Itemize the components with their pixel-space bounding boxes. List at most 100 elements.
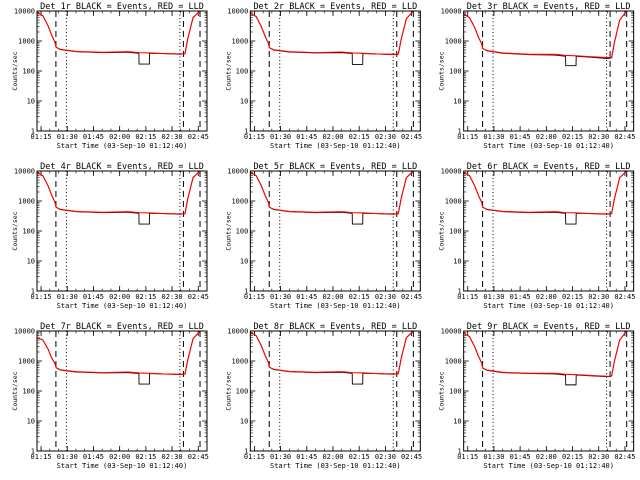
plot-frame: [463, 10, 635, 132]
y-axis-label: Counts/sec: [224, 211, 232, 250]
y-tick-label: 1000: [18, 198, 35, 206]
panel-det-7: Det 7r BLACK = Events, RED = LLD 1 10 100 10…: [11, 322, 209, 470]
y-tick-label: 10: [240, 98, 248, 106]
y-tick-label: 100: [449, 68, 462, 76]
y-tick-label: 1000: [231, 198, 248, 206]
x-tick-label: 01:45: [510, 293, 531, 301]
x-tick-label: 02:00: [109, 453, 130, 461]
x-tick-label: 02:00: [109, 293, 130, 301]
panel-det-4: Det 4r BLACK = Events, RED = LLD 1 10 100 10…: [11, 162, 209, 310]
plot-frame: [249, 170, 421, 292]
x-tick-label: 01:30: [270, 133, 291, 141]
x-tick-label: 02:00: [536, 453, 557, 461]
x-tick-label: 01:30: [57, 293, 78, 301]
panel-title: Det 3r BLACK = Events, RED = LLD: [467, 2, 631, 12]
plot-frame: [36, 170, 208, 292]
x-tick-label: 02:30: [162, 293, 183, 301]
y-tick-label: 1: [31, 448, 35, 456]
plot-frame: [463, 330, 635, 452]
y-axis-label: Counts/sec: [11, 371, 19, 410]
x-axis-label: Start Time (03-Sep-10 01:12:40): [57, 462, 188, 470]
y-tick-label: 10: [27, 258, 35, 266]
panel-det-1: Det 1r BLACK = Events, RED = LLD 1 10 100 10…: [11, 2, 209, 150]
x-tick-label: 02:30: [588, 133, 609, 141]
lld-series-line: [463, 170, 634, 215]
panel-title: Det 7r BLACK = Events, RED = LLD: [40, 322, 204, 332]
x-tick-label: 01:15: [244, 453, 265, 461]
x-axis-label: Start Time (03-Sep-10 01:12:40): [483, 142, 614, 150]
x-tick-label: 01:45: [296, 133, 317, 141]
x-tick-label: 02:30: [162, 133, 183, 141]
x-tick-label: 02:30: [588, 453, 609, 461]
events-series-line: [250, 170, 421, 225]
y-tick-label: 1: [31, 288, 35, 296]
y-tick-label: 10000: [14, 168, 35, 176]
x-tick-label: 01:30: [57, 453, 78, 461]
y-tick-label: 100: [22, 228, 35, 236]
x-tick-label: 02:00: [536, 293, 557, 301]
x-tick-label: 01:30: [57, 133, 78, 141]
x-tick-label: 01:45: [510, 133, 531, 141]
x-tick-label: 01:45: [83, 293, 104, 301]
y-tick-label: 10: [27, 418, 35, 426]
lld-series-line: [250, 330, 421, 375]
plot-frame: [249, 330, 421, 452]
y-tick-label: 1: [457, 448, 461, 456]
y-tick-label: 1000: [445, 198, 462, 206]
y-tick-label: 1: [31, 128, 35, 136]
y-axis-label: Counts/sec: [224, 51, 232, 90]
x-tick-label: 01:30: [270, 453, 291, 461]
lld-series-line: [36, 170, 207, 215]
x-tick-label: 02:30: [162, 453, 183, 461]
x-tick-label: 02:45: [188, 453, 209, 461]
y-axis-label: Counts/sec: [438, 371, 446, 410]
x-tick-label: 02:15: [135, 293, 156, 301]
y-tick-label: 1000: [231, 38, 248, 46]
y-axis-label: Counts/sec: [438, 51, 446, 90]
y-axis-label: Counts/sec: [11, 211, 19, 250]
y-axis-label: Counts/sec: [438, 211, 446, 250]
panel-title: Det 5r BLACK = Events, RED = LLD: [253, 162, 417, 172]
panel-title: Det 6r BLACK = Events, RED = LLD: [467, 162, 631, 172]
y-tick-label: 10000: [227, 328, 248, 336]
x-axis-label: Start Time (03-Sep-10 01:12:40): [270, 302, 401, 310]
x-tick-label: 02:00: [109, 133, 130, 141]
x-tick-label: 02:45: [401, 293, 422, 301]
y-tick-label: 100: [22, 68, 35, 76]
panel-title: Det 8r BLACK = Events, RED = LLD: [253, 322, 417, 332]
lld-series-line: [36, 10, 207, 55]
panel-det-6: Det 6r BLACK = Events, RED = LLD 1 10 100 10…: [438, 162, 636, 310]
panel-title: Det 2r BLACK = Events, RED = LLD: [253, 2, 417, 12]
y-tick-label: 100: [236, 68, 249, 76]
events-series-line: [463, 170, 634, 225]
x-tick-label: 02:45: [401, 133, 422, 141]
panel-det-9: Det 9r BLACK = Events, RED = LLD 1 10 100 10…: [438, 322, 636, 470]
x-tick-label: 02:45: [614, 293, 635, 301]
x-tick-label: 01:15: [457, 293, 478, 301]
x-tick-label: 01:15: [244, 133, 265, 141]
x-tick-label: 01:45: [296, 453, 317, 461]
x-tick-label: 01:30: [483, 293, 504, 301]
x-tick-label: 02:15: [349, 453, 370, 461]
lld-series-line: [250, 10, 421, 55]
x-axis-label: Start Time (03-Sep-10 01:12:40): [270, 462, 401, 470]
x-tick-label: 02:30: [588, 293, 609, 301]
x-tick-label: 01:30: [270, 293, 291, 301]
x-tick-label: 01:30: [483, 453, 504, 461]
panel-title: Det 1r BLACK = Events, RED = LLD: [40, 2, 204, 12]
plot-frame: [36, 330, 208, 452]
panel-title: Det 4r BLACK = Events, RED = LLD: [40, 162, 204, 172]
lld-series-line: [250, 170, 421, 215]
events-series-line: [250, 330, 421, 385]
y-tick-label: 10: [27, 98, 35, 106]
y-tick-label: 10000: [441, 168, 462, 176]
x-tick-label: 02:30: [375, 293, 396, 301]
panel-title: Det 9r BLACK = Events, RED = LLD: [467, 322, 631, 332]
y-tick-label: 10: [453, 418, 461, 426]
x-axis-label: Start Time (03-Sep-10 01:12:40): [57, 142, 188, 150]
y-tick-label: 10: [240, 258, 248, 266]
x-tick-label: 01:45: [510, 453, 531, 461]
x-tick-label: 02:30: [375, 453, 396, 461]
y-tick-label: 10000: [227, 8, 248, 16]
x-tick-label: 02:15: [135, 453, 156, 461]
